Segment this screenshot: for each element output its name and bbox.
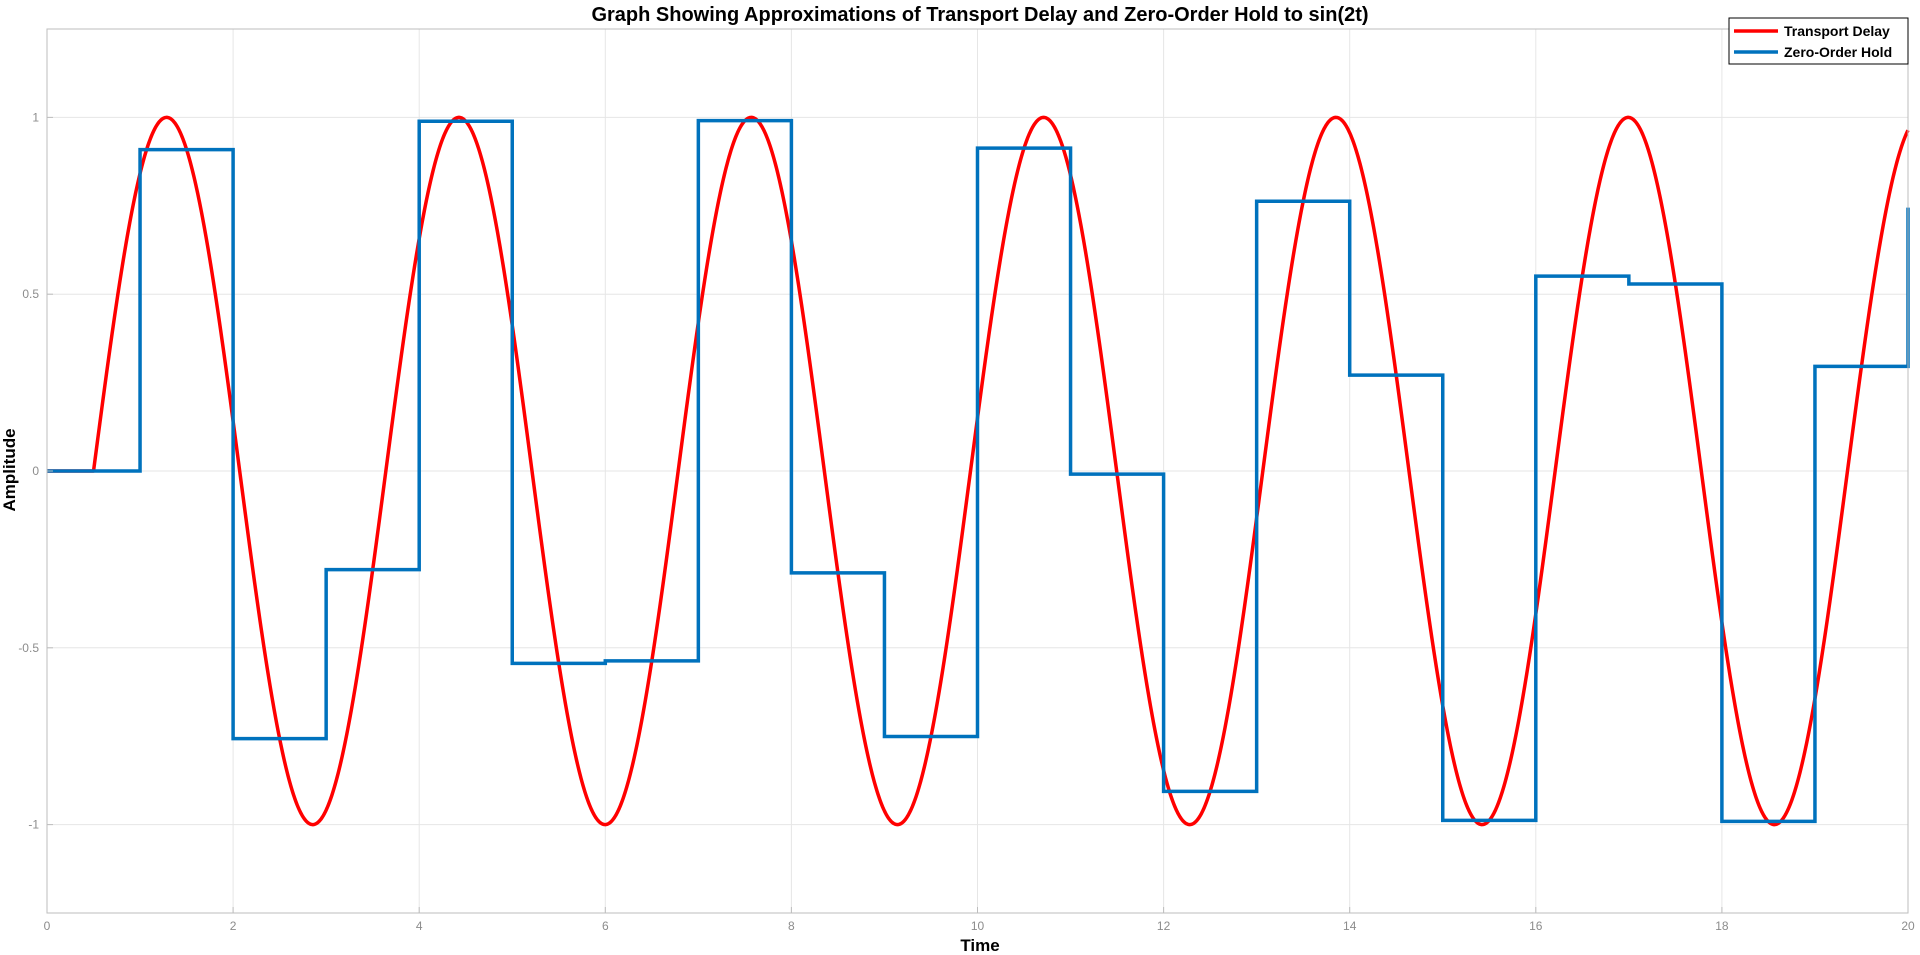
x-tick-label: 12 — [1157, 919, 1171, 933]
x-tick-label: 4 — [416, 919, 423, 933]
y-tick-label: 0 — [32, 464, 39, 478]
x-tick-label: 6 — [602, 919, 609, 933]
chart-title: Graph Showing Approximations of Transpor… — [591, 4, 1368, 26]
ticks: 0 2 4 6 8 10 12 14 16 18 20 1 0.5 0 -0.5 -1 — [18, 110, 1915, 933]
legend-label-transport-delay: Transport Delay — [1784, 23, 1890, 39]
x-tick-label: 14 — [1343, 919, 1357, 933]
y-tick-label: -0.5 — [18, 641, 39, 655]
y-tick-label: -1 — [28, 818, 39, 832]
x-tick-label: 8 — [788, 919, 795, 933]
x-tick-label: 16 — [1529, 919, 1543, 933]
legend-box — [1728, 17, 1909, 65]
y-tick-label: 0.5 — [22, 287, 39, 301]
legend-label-zero-order-hold: Zero-Order Hold — [1784, 44, 1892, 60]
x-tick-label: 10 — [971, 919, 985, 933]
y-axis-label: Amplitude — [0, 428, 19, 511]
series-line-zero-order-hold — [47, 118, 1910, 824]
x-tick-label: 20 — [1901, 919, 1915, 933]
y-tick-label: 1 — [32, 110, 39, 124]
series-layer — [46, 115, 1910, 827]
x-tick-label: 18 — [1715, 919, 1729, 933]
x-tick-label: 0 — [44, 919, 51, 933]
x-axis-label: Time — [960, 936, 999, 955]
legend[interactable]: Transport Delay Zero-Order Hold — [1728, 17, 1909, 65]
x-tick-label: 2 — [230, 919, 237, 933]
